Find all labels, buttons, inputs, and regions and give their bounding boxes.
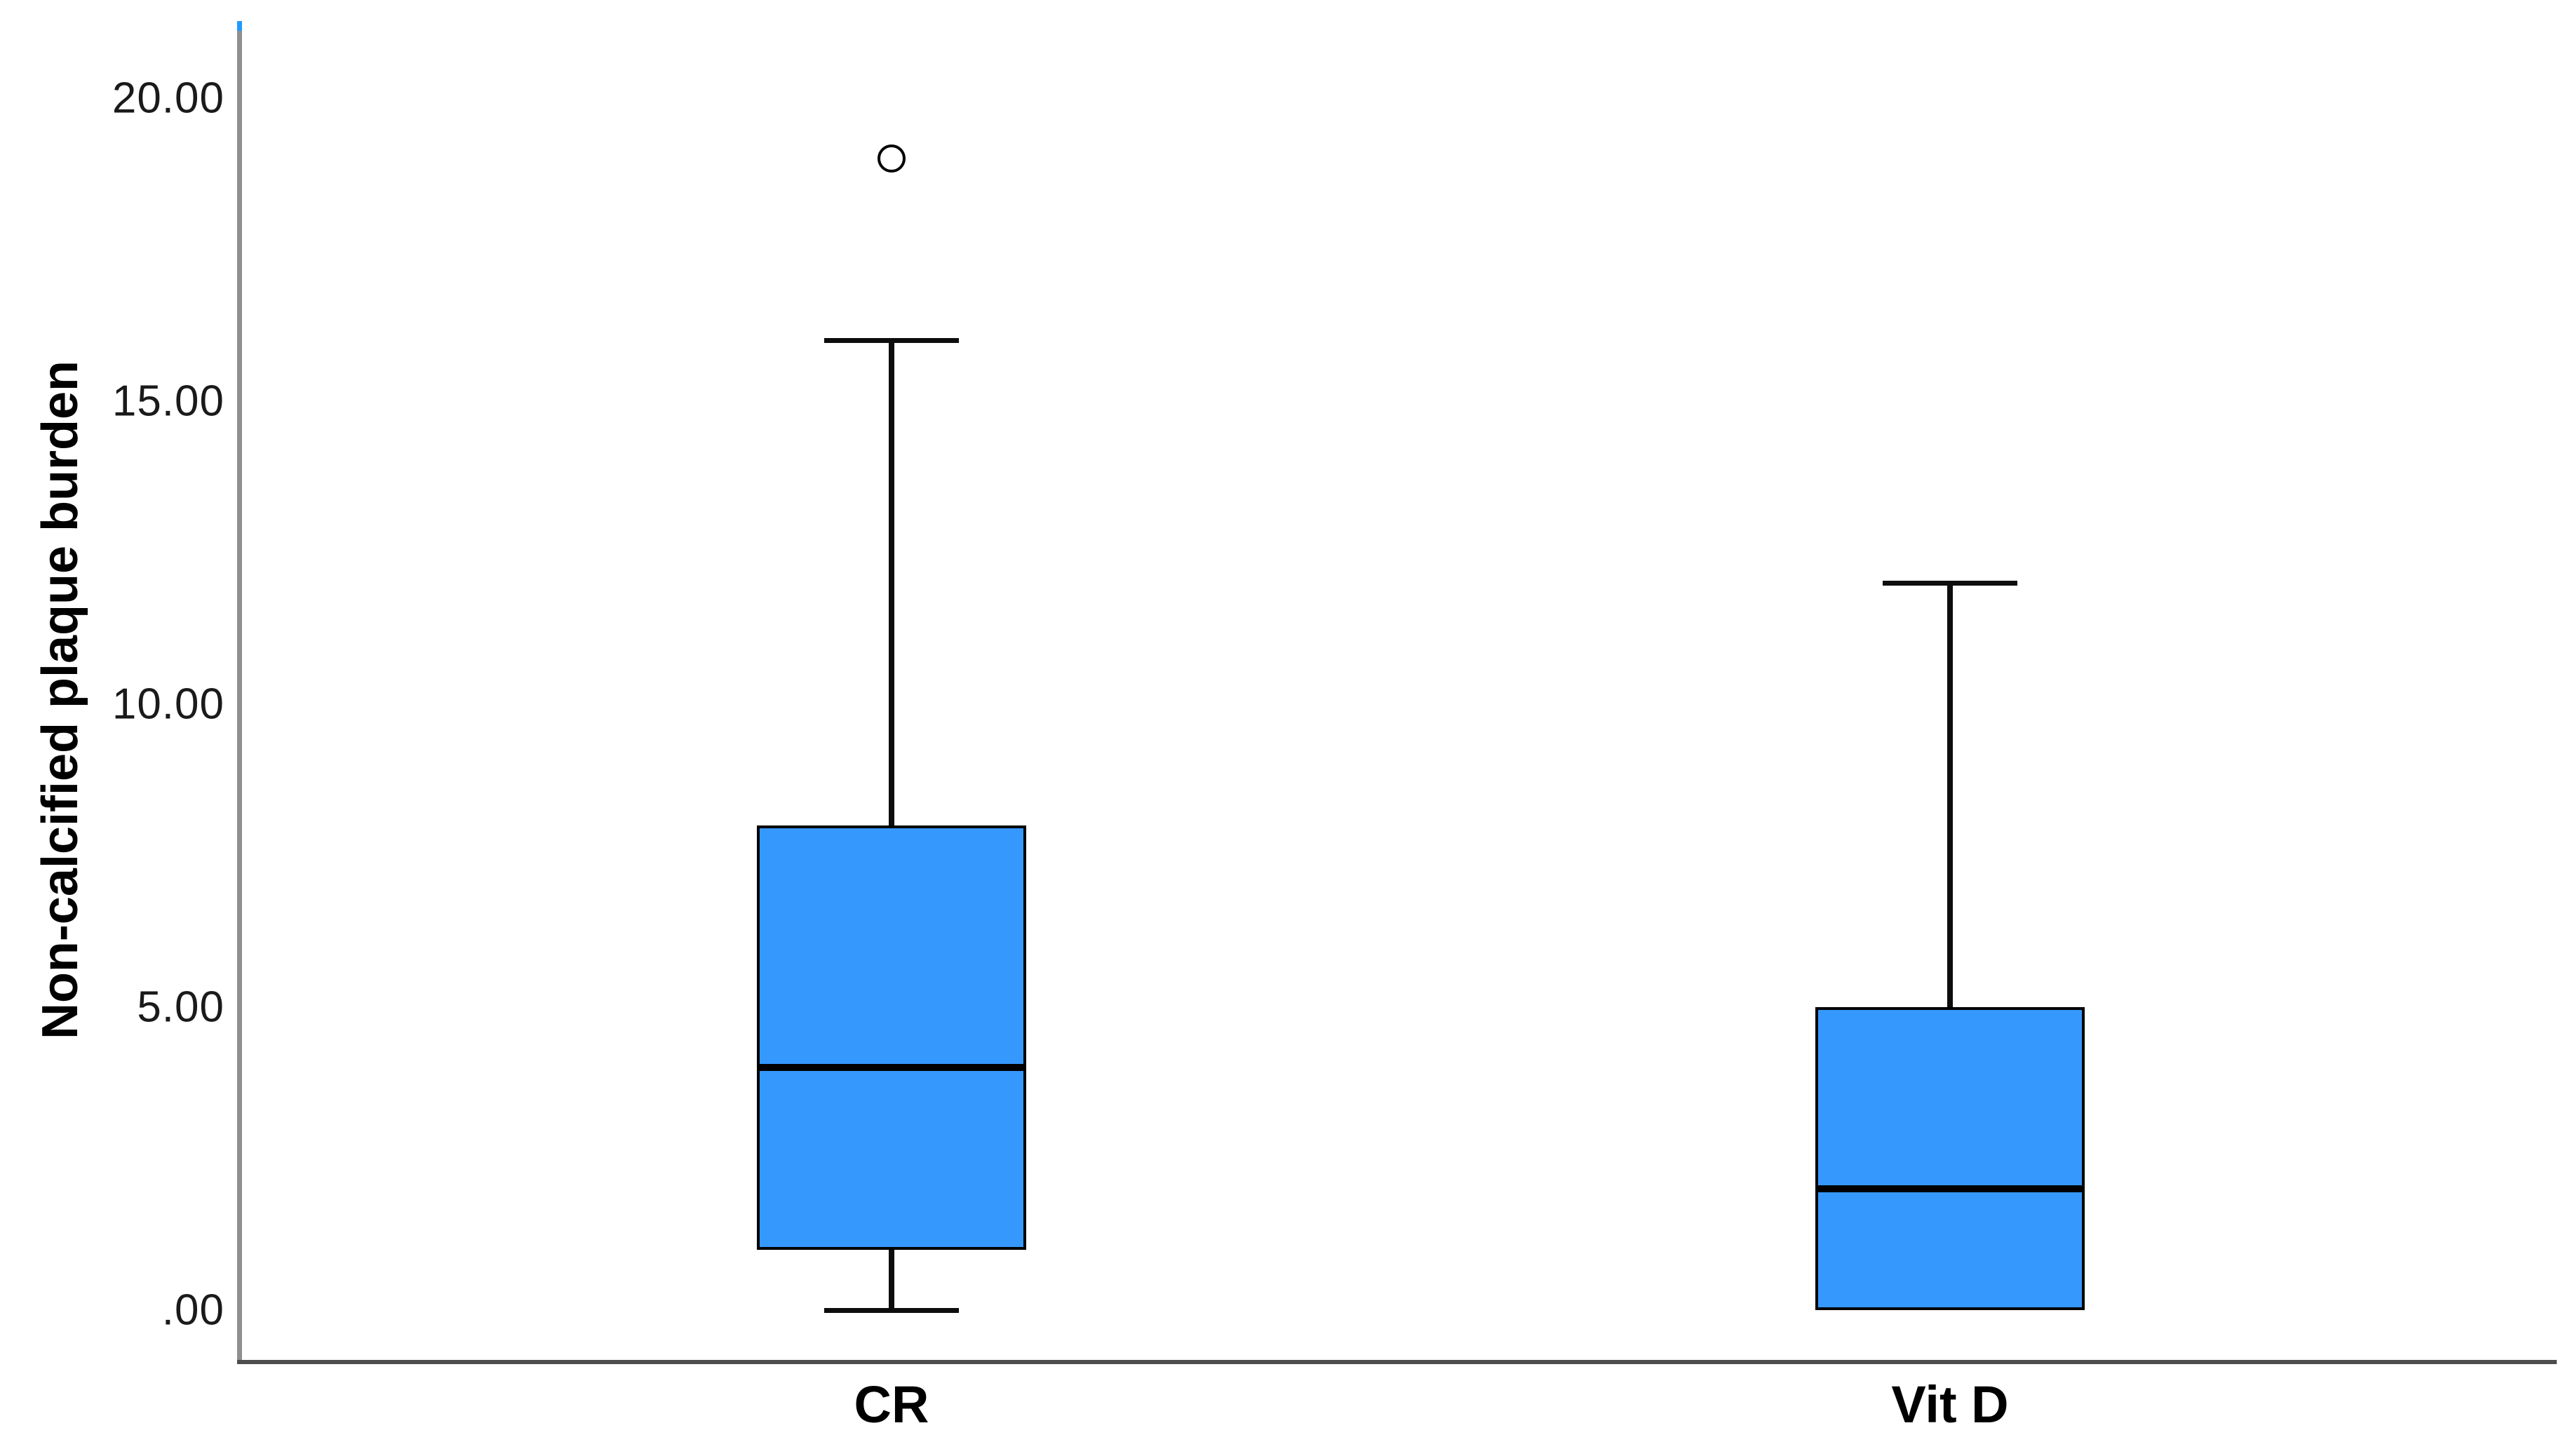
outlier-marker-cr — [878, 144, 906, 173]
upper-whisker-cap-cr — [824, 338, 959, 343]
upper-whisker-cr — [889, 340, 894, 825]
category-label-vitd: Vit D — [1891, 1375, 2009, 1434]
y-tick-label-20: 20.00 — [112, 74, 224, 123]
y-tick-label-15: 15.00 — [112, 377, 224, 426]
y-tick-label-5: 5.00 — [137, 983, 224, 1032]
median-line-vit-d — [1818, 1185, 2082, 1192]
upper-whisker-vit-d — [1947, 583, 1953, 1007]
x-axis-line — [237, 1360, 2557, 1364]
y-axis-top-cap — [237, 21, 242, 31]
upper-whisker-cap-vit-d — [1883, 581, 2017, 586]
box-vit-d — [1815, 1007, 2085, 1310]
median-line-cr — [760, 1064, 1023, 1071]
y-tick-label-10: 10.00 — [112, 680, 224, 729]
box-cr — [757, 825, 1026, 1250]
lower-whisker-cr — [889, 1250, 894, 1310]
y-tick-label-0: .00 — [161, 1286, 224, 1335]
category-label-cr: CR — [854, 1375, 929, 1434]
lower-whisker-cap-cr — [824, 1308, 959, 1313]
y-axis-line — [237, 21, 242, 1364]
